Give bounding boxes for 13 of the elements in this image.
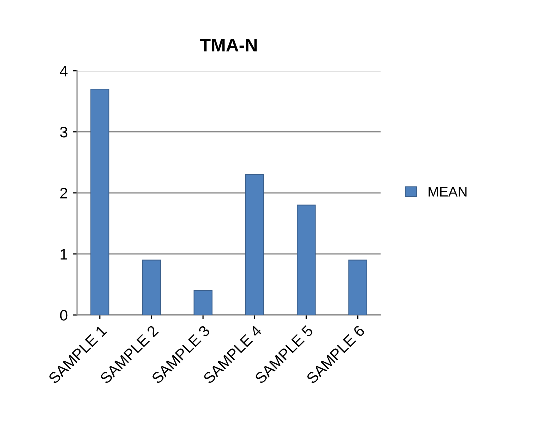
bar <box>194 290 213 316</box>
bar <box>142 260 162 316</box>
y-tick-label: 3 <box>60 126 68 138</box>
bar <box>297 204 316 316</box>
chart-title: TMA-N <box>200 39 257 52</box>
y-tick-label: 2 <box>60 188 68 199</box>
legend-label: MEAN <box>428 187 467 197</box>
y-tick-label: 1 <box>60 249 68 260</box>
bar <box>348 260 368 316</box>
y-tick-label: 4 <box>60 66 68 77</box>
y-tick-label: 0 <box>60 310 68 321</box>
bar <box>90 88 110 316</box>
bar <box>245 174 264 316</box>
